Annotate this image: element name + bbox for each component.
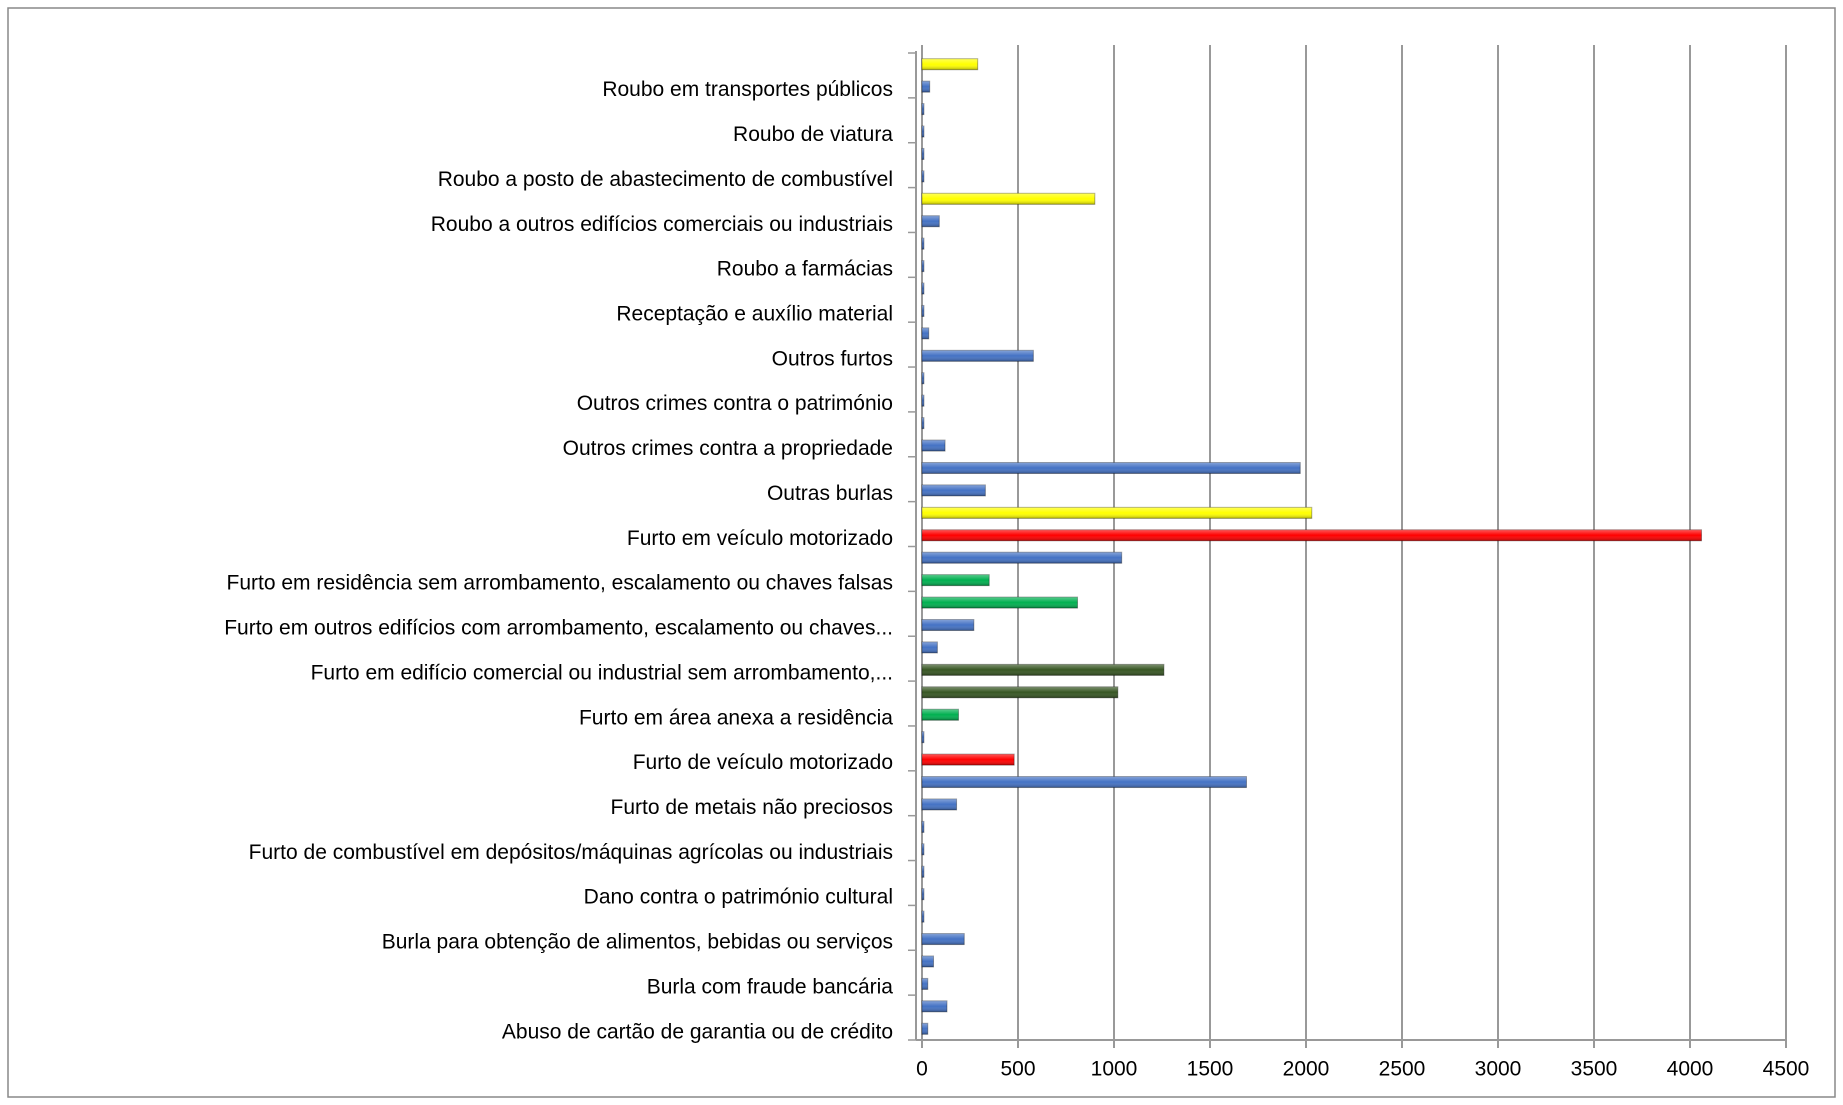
bar-shade	[922, 305, 924, 317]
bar-shade	[922, 955, 934, 967]
y-tick-label: Furto em veículo motorizado	[627, 527, 893, 550]
x-tick-label: 2000	[1283, 1058, 1330, 1081]
y-tick-label: Dano contra o património cultural	[584, 886, 893, 909]
y-tick-label: Outros crimes contra o património	[577, 392, 893, 415]
x-tick-label: 2500	[1379, 1058, 1426, 1081]
bar-shade	[922, 597, 1078, 609]
y-tick-label: Furto em área anexa a residência	[579, 706, 893, 729]
x-tick-label: 500	[1000, 1058, 1035, 1081]
y-tick-label: Receptação e auxílio material	[616, 303, 893, 326]
bar-shade	[922, 709, 959, 721]
bar-shade	[922, 260, 924, 272]
bar-shade	[922, 170, 924, 182]
bar-shade	[922, 440, 946, 452]
bar-shade	[922, 1000, 947, 1012]
y-tick-label: Outros crimes contra a propriedade	[563, 437, 893, 460]
bar-shade	[922, 776, 1247, 788]
bar-shade	[922, 372, 924, 384]
x-tick-label: 1500	[1187, 1058, 1234, 1081]
y-tick-label: Burla com fraude bancária	[647, 975, 894, 998]
bar-shade	[922, 148, 924, 160]
x-tick-label: 3000	[1475, 1058, 1522, 1081]
y-tick-label: Furto em outros edifícios com arrombamen…	[224, 617, 893, 640]
y-tick-label: Furto de metais não preciosos	[611, 796, 893, 819]
bar-shade	[922, 350, 1034, 362]
y-tick-label: Furto em edifício comercial ou industria…	[311, 661, 893, 684]
y-tick-label: Roubo a outros edifícios comerciais ou i…	[431, 213, 893, 236]
bar-shade	[922, 238, 924, 250]
bar-shade	[922, 731, 924, 743]
bar-shade	[922, 126, 924, 138]
bar-shade	[922, 664, 1164, 676]
bar-shade	[922, 821, 924, 833]
bar-shade	[922, 507, 1312, 519]
bar-shade	[922, 843, 924, 855]
y-tick-label: Furto em residência sem arrombamento, es…	[227, 572, 893, 595]
bar-shade	[922, 58, 978, 70]
x-tick-label: 4500	[1763, 1058, 1810, 1081]
bar-shade	[922, 798, 957, 810]
x-tick-label: 0	[916, 1058, 928, 1081]
bar-shade	[922, 395, 924, 407]
y-tick-label: Outros furtos	[772, 347, 893, 370]
x-tick-label: 1000	[1091, 1058, 1138, 1081]
bar-shade	[922, 529, 1702, 541]
bar-shade	[922, 888, 924, 900]
y-tick-label: Burla para obtenção de alimentos, bebida…	[382, 931, 893, 954]
y-tick-label: Roubo a farmácias	[717, 258, 893, 281]
bar-shade	[922, 484, 986, 496]
bar-shade	[922, 283, 924, 295]
y-tick-label: Roubo a posto de abastecimento de combus…	[438, 168, 893, 191]
bar-shade	[922, 933, 965, 945]
bar-shade	[922, 866, 924, 878]
bar-shade	[922, 462, 1301, 474]
bar-shade	[922, 619, 974, 631]
bar-shade	[922, 552, 1122, 564]
bar-shade	[922, 417, 924, 429]
x-tick-label: 3500	[1571, 1058, 1618, 1081]
bar-shade	[922, 215, 940, 227]
bar-shade	[922, 327, 929, 339]
bar-shade	[922, 641, 938, 653]
y-tick-label: Roubo em transportes públicos	[602, 78, 893, 101]
bar-shade	[922, 754, 1015, 766]
y-tick-label: Furto de veículo motorizado	[633, 751, 893, 774]
y-tick-label: Roubo de viatura	[733, 123, 893, 146]
bar-shade	[922, 574, 990, 586]
bar-shade	[922, 103, 924, 115]
bar-shade	[922, 911, 924, 923]
bar-shade	[922, 686, 1118, 698]
bar-shade	[922, 978, 928, 990]
bar-shade	[922, 81, 930, 93]
y-tick-label: Outras burlas	[767, 482, 893, 505]
y-tick-label: Abuso de cartão de garantia ou de crédit…	[502, 1020, 893, 1043]
bar-shade	[922, 1023, 928, 1035]
x-tick-label: 4000	[1667, 1058, 1714, 1081]
y-tick-label: Furto de combustível em depósitos/máquin…	[249, 841, 893, 864]
bar-shade	[922, 193, 1095, 205]
